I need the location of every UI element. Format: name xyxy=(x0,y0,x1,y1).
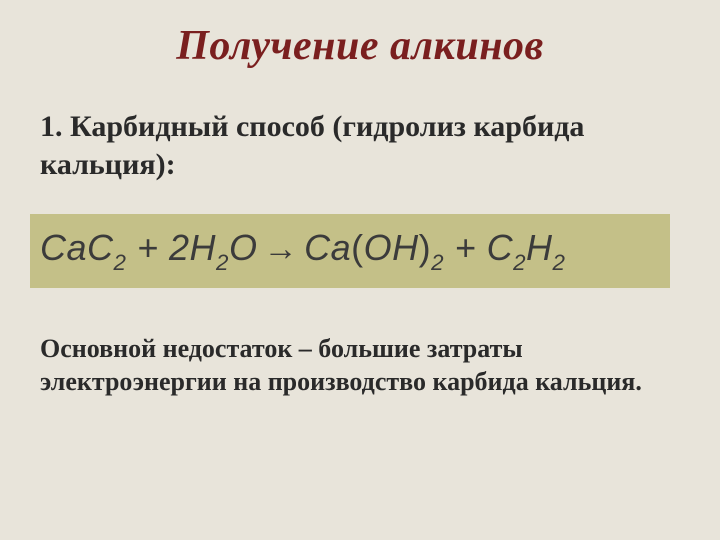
slide-title: Получение алкинов xyxy=(0,22,720,70)
equation-box: CaC2 + 2H2O→Ca(OH)2 + C2H2 xyxy=(30,214,670,288)
slide: Получение алкинов 1. Карбидный способ (г… xyxy=(0,0,720,540)
footnote: Основной недостаток – большие затраты эл… xyxy=(40,332,660,399)
method-subtitle: 1. Карбидный способ (гидролиз карбида ка… xyxy=(40,108,680,183)
equation: CaC2 + 2H2O→Ca(OH)2 + C2H2 xyxy=(40,227,565,274)
